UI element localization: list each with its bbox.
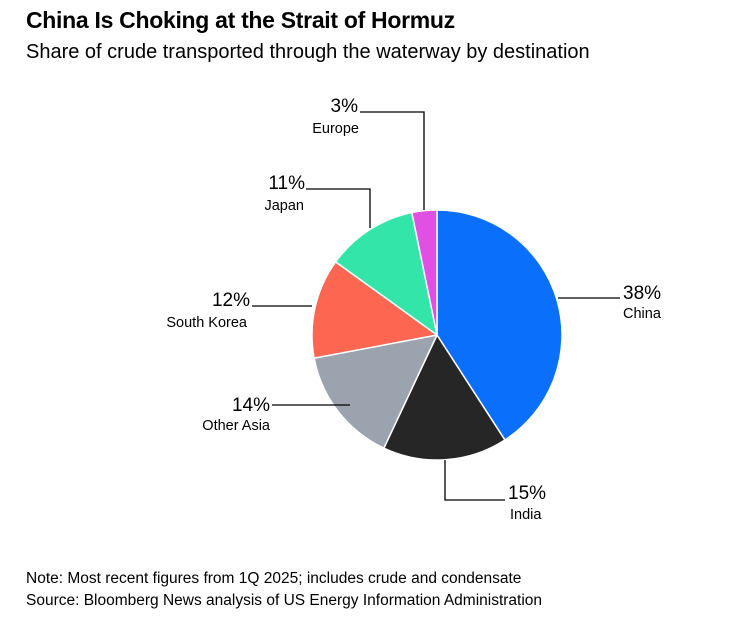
source-line: Source: Bloomberg News analysis of US En… [26, 592, 543, 609]
data-label-value: 11% [268, 173, 305, 194]
data-label-value: 12% [212, 290, 250, 311]
data-label-category: Japan [264, 198, 304, 214]
chart-footer: Note: Most recent figures from 1Q 2025; … [26, 568, 542, 612]
data-label-value: 15% [508, 483, 546, 504]
data-label-value: 3% [331, 96, 359, 117]
data-label-category: China [623, 306, 662, 322]
data-label-category: India [510, 507, 542, 523]
chart-title: China Is Choking at the Strait of Hormuz [26, 7, 455, 33]
leader-line-india [444, 460, 505, 501]
data-label-category: South Korea [166, 315, 248, 331]
slice-india [383, 334, 506, 461]
data-label-value: 14% [232, 395, 270, 416]
data-label-category: Europe [312, 121, 359, 137]
leader-line-europe [360, 111, 425, 210]
slice-europe [411, 209, 438, 336]
footnote: Note: Most recent figures from 1Q 2025; … [26, 570, 522, 587]
leader-line-japan [306, 188, 371, 228]
chart-subtitle: Share of crude transported through the w… [26, 41, 590, 63]
slice-japan [334, 211, 438, 336]
data-label-category: Other Asia [202, 418, 271, 434]
slice-south-korea [311, 261, 438, 359]
data-label-value: 38% [623, 283, 661, 304]
slice-other-asia [313, 334, 438, 449]
